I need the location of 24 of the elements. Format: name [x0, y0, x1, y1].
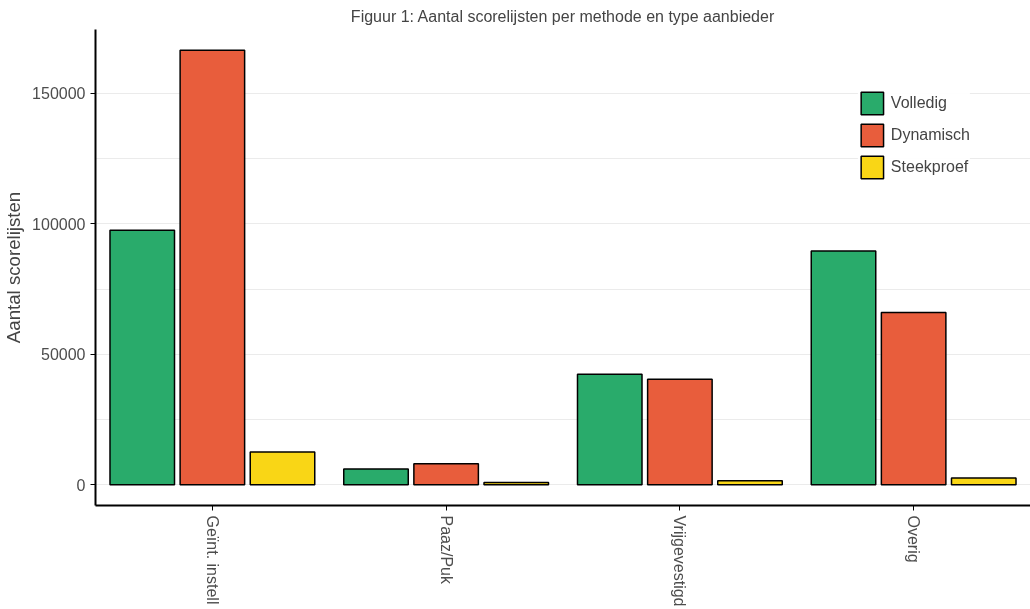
y-tick-label: 50000 — [41, 346, 86, 364]
bar — [179, 49, 246, 486]
bar — [576, 373, 643, 486]
y-tick-label: 150000 — [32, 85, 86, 103]
bar — [810, 250, 877, 486]
bar — [342, 468, 410, 486]
bar — [880, 311, 947, 486]
bar — [109, 229, 176, 486]
legend-label: Volledig — [890, 94, 947, 112]
y-tick-label: 0 — [76, 476, 86, 494]
legend-label: Steekproef — [890, 158, 969, 176]
bar — [249, 451, 316, 486]
legend-label: Dynamisch — [890, 126, 970, 144]
chart-title: Figuur 1: Aantal scorelijsten per methode en type aanbieder — [350, 7, 775, 25]
bar — [646, 378, 713, 486]
x-tick-label: Geïnt. instell — [203, 515, 221, 605]
y-tick-label: 100000 — [32, 215, 86, 233]
x-tick-label: Paaz/Puk — [437, 515, 455, 585]
y-axis-title: Aantal scorelijsten — [3, 191, 25, 344]
bar — [716, 479, 784, 486]
x-tick-label: Vrijgevestigd — [671, 515, 689, 607]
x-tick-label: Overig — [905, 515, 923, 563]
bar — [950, 477, 1017, 486]
bar — [413, 463, 480, 486]
